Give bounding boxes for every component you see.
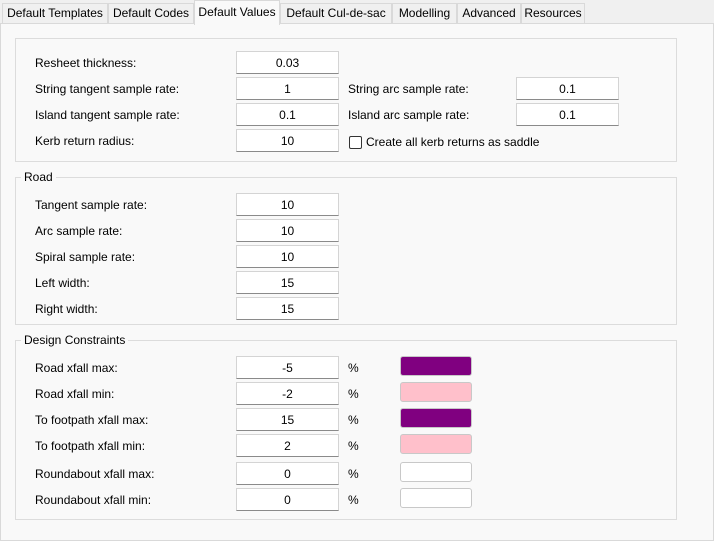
design-constraints-group <box>15 340 677 520</box>
tab-default-codes[interactable]: Default Codes <box>108 3 194 24</box>
roundabout-xfall-min-input[interactable] <box>236 488 339 511</box>
road-group <box>15 177 677 325</box>
island-arc-label: Island arc sample rate: <box>348 108 470 122</box>
percent-unit: % <box>348 467 359 481</box>
kerb-return-radius-label: Kerb return radius: <box>35 134 135 148</box>
tab-modelling[interactable]: Modelling <box>392 3 457 24</box>
left-width-input[interactable] <box>236 271 339 294</box>
string-arc-input[interactable] <box>516 77 619 100</box>
string-tangent-label: String tangent sample rate: <box>35 82 180 96</box>
spiral-sample-rate-label: Spiral sample rate: <box>35 250 136 264</box>
footpath-xfall-min-label: To footpath xfall min: <box>35 439 146 453</box>
tab-advanced[interactable]: Advanced <box>457 3 521 24</box>
tangent-sample-rate-input[interactable] <box>236 193 339 216</box>
percent-unit: % <box>348 439 359 453</box>
island-tangent-label: Island tangent sample rate: <box>35 108 180 122</box>
roundabout-xfall-min-label: Roundabout xfall min: <box>35 493 152 507</box>
road-xfall-min-label: Road xfall min: <box>35 387 115 401</box>
roundabout-xfall-min-color-button[interactable] <box>400 488 472 508</box>
footpath-xfall-max-color-button[interactable] <box>400 408 472 428</box>
footpath-xfall-min-input[interactable] <box>236 434 339 457</box>
road-xfall-min-color-button[interactable] <box>400 382 472 402</box>
road-group-title: Road <box>21 170 56 184</box>
road-xfall-max-label: Road xfall max: <box>35 361 118 375</box>
tab-resources[interactable]: Resources <box>521 3 585 24</box>
footpath-xfall-max-input[interactable] <box>236 408 339 431</box>
road-xfall-max-input[interactable] <box>236 356 339 379</box>
island-tangent-input[interactable] <box>236 103 339 126</box>
tab-bar: Default Templates Default Codes Default … <box>0 0 714 25</box>
tab-default-cul-de-sac[interactable]: Default Cul-de-sac <box>280 3 392 24</box>
general-group <box>15 38 677 162</box>
percent-unit: % <box>348 413 359 427</box>
road-xfall-max-color-button[interactable] <box>400 356 472 376</box>
roundabout-xfall-max-label: Roundabout xfall max: <box>35 467 155 481</box>
roundabout-xfall-max-input[interactable] <box>236 462 339 485</box>
string-tangent-input[interactable] <box>236 77 339 100</box>
footpath-xfall-min-color-button[interactable] <box>400 434 472 454</box>
tab-underline <box>0 23 714 24</box>
design-constraints-title: Design Constraints <box>21 333 129 347</box>
roundabout-xfall-max-color-button[interactable] <box>400 462 472 482</box>
right-width-input[interactable] <box>236 297 339 320</box>
saddle-label: Create all kerb returns as saddle <box>366 135 540 149</box>
arc-sample-rate-label: Arc sample rate: <box>35 224 123 238</box>
road-xfall-min-input[interactable] <box>236 382 339 405</box>
resheet-thickness-input[interactable] <box>236 51 339 74</box>
spiral-sample-rate-input[interactable] <box>236 245 339 268</box>
percent-unit: % <box>348 493 359 507</box>
saddle-checkbox[interactable] <box>349 136 362 149</box>
tab-default-templates[interactable]: Default Templates <box>2 3 108 24</box>
left-width-label: Left width: <box>35 276 90 290</box>
island-arc-input[interactable] <box>516 103 619 126</box>
tab-default-values[interactable]: Default Values <box>194 0 280 25</box>
arc-sample-rate-input[interactable] <box>236 219 339 242</box>
tangent-sample-rate-label: Tangent sample rate: <box>35 198 148 212</box>
percent-unit: % <box>348 387 359 401</box>
percent-unit: % <box>348 361 359 375</box>
footpath-xfall-max-label: To footpath xfall max: <box>35 413 149 427</box>
right-width-label: Right width: <box>35 302 98 316</box>
kerb-return-radius-input[interactable] <box>236 129 339 152</box>
resheet-thickness-label: Resheet thickness: <box>35 56 137 70</box>
string-arc-label: String arc sample rate: <box>348 82 469 96</box>
